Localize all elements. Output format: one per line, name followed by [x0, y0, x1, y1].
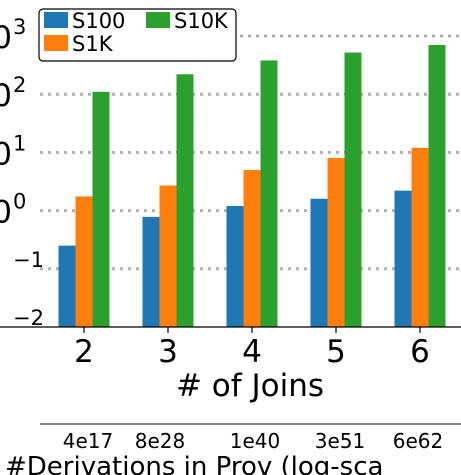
y-tick-base: 0: [0, 136, 12, 172]
legend-swatch-s1k: [44, 35, 68, 51]
y-tick-exponent: 2: [13, 73, 26, 97]
bar-s10k-5: [344, 52, 362, 328]
y-tick-base: 0: [0, 78, 12, 114]
bar-s10k-3: [176, 74, 194, 327]
y-tick-exponent: −2: [13, 306, 44, 330]
bar-s1k-5: [327, 158, 345, 327]
secondary-x-tick-label: 3e51: [315, 429, 365, 453]
secondary-x-tick-label: 6e62: [393, 429, 443, 453]
secondary-x-tick-label: 4e17: [63, 429, 113, 453]
x-tick-label: 6: [410, 334, 430, 370]
bar-s1k-4: [243, 169, 261, 327]
legend-frame: [38, 8, 237, 62]
bar-s100-6: [394, 190, 412, 327]
bar-s100-5: [310, 198, 328, 327]
x-tick-label: 5: [326, 334, 346, 370]
bar-s1k-6: [411, 147, 429, 327]
legend-label-s1k: S1K: [72, 32, 114, 56]
legend: S100 S10K S1K: [38, 8, 237, 62]
x-axis-label: # of Joins: [176, 368, 324, 404]
legend-label-s10k: S10K: [174, 9, 229, 33]
bar-s10k-6: [428, 45, 446, 328]
bar-s100-3: [142, 216, 160, 327]
secondary-x-axis-label: #Derivations in Prov (log-sca: [5, 452, 383, 475]
legend-swatch-s10k: [146, 12, 170, 28]
legend-label-s100: S100: [72, 9, 125, 33]
legend-swatch-s100: [44, 12, 68, 28]
bar-s1k-3: [159, 185, 177, 327]
y-tick-exponent: 0: [13, 190, 26, 214]
y-tick-exponent: −1: [13, 248, 44, 272]
x-tick-labels: 2 3 4 5 6: [74, 327, 430, 370]
y-tick-labels: 0 30 20 10 0−1−2: [0, 15, 44, 330]
secondary-x-tick-label: 8e28: [135, 429, 185, 453]
y-tick-exponent: 3: [13, 15, 26, 39]
y-tick-base: 0: [0, 195, 12, 231]
secondary-x-tick-label: 1e40: [230, 429, 280, 453]
x-tick-label: 2: [74, 334, 94, 370]
bar-group: [58, 45, 446, 328]
secondary-x-tick-labels: 4e17 8e28 1e40 3e51 6e62: [63, 429, 443, 453]
y-tick-base: 0: [0, 20, 12, 56]
y-tick-exponent: 1: [13, 131, 26, 155]
bar-s100-4: [226, 205, 244, 327]
bar-s1k-2: [75, 196, 93, 327]
bar-s10k-2: [92, 91, 110, 327]
x-tick-label: 3: [158, 334, 178, 370]
bar-s10k-4: [260, 60, 278, 327]
bar-s100-2: [58, 245, 76, 327]
x-tick-label: 4: [242, 334, 262, 370]
